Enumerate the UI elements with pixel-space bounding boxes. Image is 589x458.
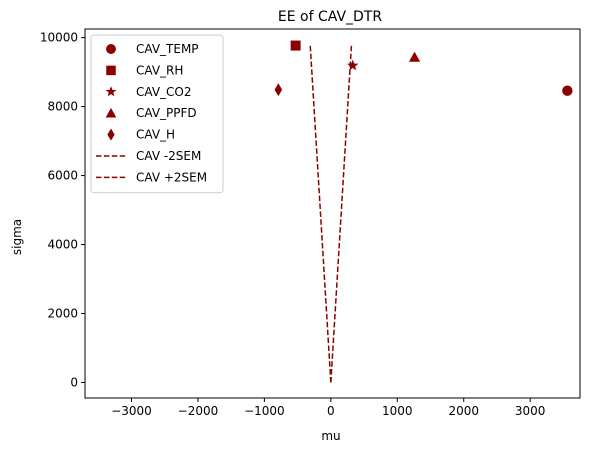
legend: CAV_TEMP CAV_RH CAV_CO2 CAV_PPFD CAV_H CAV -2… (90, 34, 224, 194)
legend-marker (106, 65, 116, 76)
x-tick-label: 2000 (448, 404, 479, 418)
y-axis-label: sigma (10, 219, 24, 255)
x-tick-label: −1000 (244, 404, 285, 418)
x-axis-label: mu (321, 429, 340, 443)
y-tick-label: 2000 (47, 307, 78, 321)
y-tick-label: 10000 (40, 31, 78, 45)
data-point (290, 40, 301, 51)
legend-label: CAV -2SEM (136, 149, 201, 163)
y-tick-label: 0 (70, 375, 78, 389)
data-point (408, 51, 421, 62)
legend-box (90, 34, 224, 194)
data-point (274, 83, 283, 97)
legend-label: CAV_TEMP (136, 42, 199, 56)
x-tick-label: 1000 (382, 404, 413, 418)
plot-area: −3000 −2000 −1000 0 1000 2000 3000 0 2000 4000 600… (40, 28, 581, 418)
x-tick-label: 3000 (515, 404, 546, 418)
x-tick-label: −2000 (178, 404, 219, 418)
legend-marker (107, 128, 115, 141)
sem-line (330, 45, 353, 383)
chart-title: EE of CAV_DTR (278, 9, 382, 25)
legend-label: CAV_CO2 (136, 85, 192, 99)
legend-label: CAV_PPFD (136, 106, 197, 120)
x-tick-label: −3000 (111, 404, 152, 418)
legend-label: CAV_RH (136, 63, 183, 77)
legend-marker (105, 107, 117, 118)
legend-marker (106, 44, 116, 54)
data-point (347, 59, 359, 71)
y-tick-label: 8000 (47, 100, 78, 114)
x-tick-label: 0 (327, 404, 335, 418)
y-tick-label: 4000 (47, 238, 78, 252)
legend-label: CAV_H (136, 128, 175, 142)
legend-marker (105, 86, 117, 97)
legend-label: CAV +2SEM (136, 170, 207, 184)
y-tick-label: 6000 (47, 169, 78, 183)
sem-line (309, 45, 332, 383)
axes-frame (84, 28, 581, 399)
data-point (562, 85, 573, 96)
